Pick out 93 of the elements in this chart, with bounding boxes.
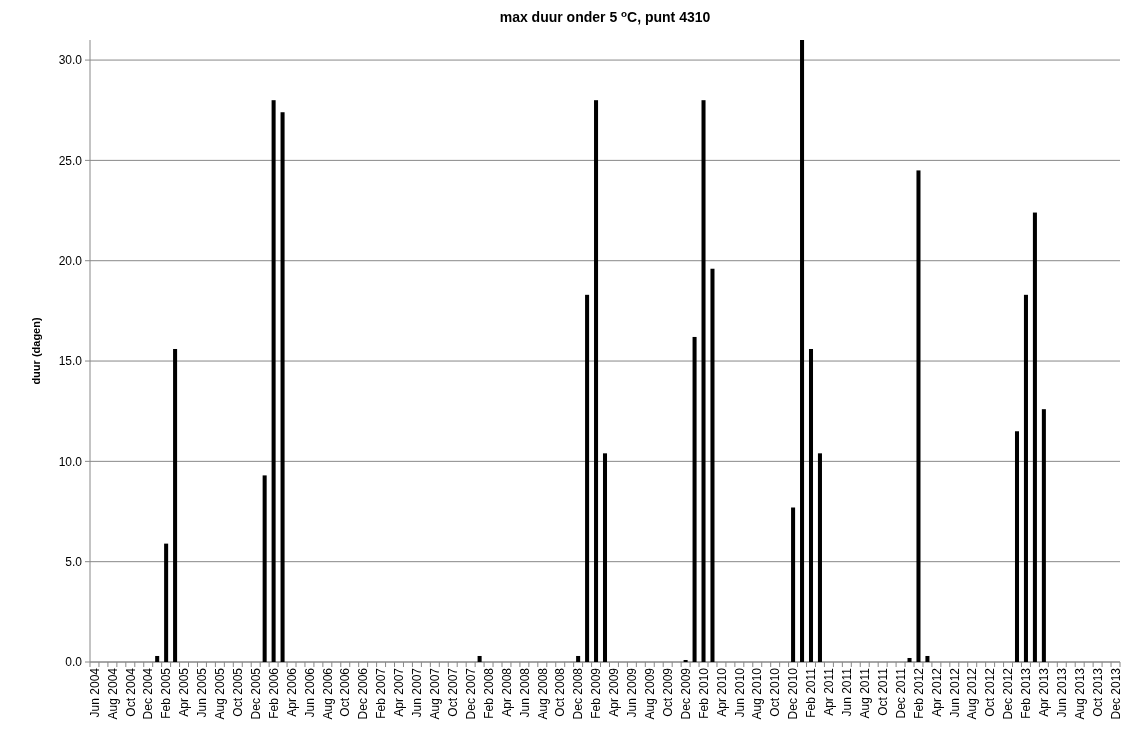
x-tick-label: Apr 2011 <box>822 667 837 716</box>
x-tick-label: Aug 2006 <box>320 667 335 720</box>
bar <box>791 507 796 662</box>
bar <box>602 453 608 662</box>
y-tick-label: 30.0 <box>58 53 83 68</box>
y-tick-label: 10.0 <box>58 454 83 469</box>
y-tick-label: 0.0 <box>65 655 83 670</box>
x-tick-label: Apr 2005 <box>177 667 192 717</box>
x-tick-label: Jun 2004 <box>87 667 102 718</box>
x-tick-label: Apr 2006 <box>284 667 299 717</box>
x-tick-label: Jun 2007 <box>410 667 425 718</box>
x-tick-label: Apr 2013 <box>1037 667 1052 717</box>
bar <box>155 655 160 662</box>
bar <box>692 336 697 662</box>
x-tick-label: Feb 2006 <box>266 667 281 719</box>
bar <box>925 655 930 662</box>
bar <box>271 100 276 662</box>
x-tick-label: Dec 2012 <box>1001 667 1016 720</box>
x-tick-label: Dec 2013 <box>1108 667 1123 720</box>
x-tick-label: Feb 2013 <box>1019 667 1034 719</box>
x-tick-label: Feb 2008 <box>481 667 496 719</box>
bar <box>173 348 178 662</box>
x-tick-label: Oct 2006 <box>338 667 353 717</box>
x-tick-label: Feb 2012 <box>911 667 926 719</box>
x-tick-label: Jun 2008 <box>517 667 532 718</box>
x-tick-label: Jun 2009 <box>625 667 640 718</box>
bar <box>1014 431 1020 662</box>
x-tick-label: Dec 2004 <box>141 667 156 720</box>
y-axis-title: duur (dagen) <box>30 317 42 385</box>
x-tick-label: Jun 2010 <box>732 667 747 718</box>
x-tick-label: Aug 2009 <box>642 667 657 720</box>
x-tick-label: Dec 2006 <box>356 667 371 720</box>
x-tick-label: Dec 2007 <box>463 667 478 720</box>
x-tick-label: Dec 2010 <box>786 667 801 720</box>
x-tick-label: Jun 2011 <box>840 667 855 717</box>
x-tick-label: Oct 2008 <box>553 667 568 717</box>
x-tick-label: Oct 2010 <box>768 667 783 717</box>
x-tick-label: Feb 2010 <box>696 667 711 719</box>
x-tick-label: Aug 2010 <box>750 667 765 720</box>
x-tick-label: Apr 2009 <box>607 667 622 717</box>
bar <box>817 453 822 662</box>
x-tick-label: Feb 2011 <box>804 667 819 718</box>
x-tick-label: Aug 2012 <box>965 667 980 720</box>
x-tick-label: Oct 2013 <box>1090 667 1105 717</box>
x-tick-label: Aug 2007 <box>428 667 443 720</box>
x-tick-label: Jun 2012 <box>947 667 962 718</box>
bar <box>916 170 921 662</box>
x-tick-label: Oct 2009 <box>660 667 675 717</box>
x-tick-label: Aug 2005 <box>213 667 228 720</box>
bar <box>710 268 715 662</box>
bar <box>907 657 912 662</box>
bar <box>1032 212 1037 662</box>
y-tick-label: 20.0 <box>58 253 83 268</box>
bar <box>1023 294 1028 662</box>
bar <box>576 655 581 662</box>
x-tick-label: Oct 2012 <box>983 667 998 717</box>
x-tick-label: Dec 2008 <box>571 667 586 720</box>
x-tick-label: Jun 2013 <box>1054 667 1069 718</box>
x-tick-label: Apr 2012 <box>929 667 944 717</box>
x-tick-label: Aug 2011 <box>857 667 872 719</box>
x-tick-label: Feb 2009 <box>589 667 604 719</box>
bar <box>701 100 706 662</box>
y-tick-label: 15.0 <box>58 354 83 369</box>
bar <box>808 348 814 662</box>
y-tick-label: 25.0 <box>58 153 83 168</box>
x-tick-label: Oct 2011 <box>875 667 890 716</box>
x-tick-label: Apr 2007 <box>392 667 407 717</box>
x-tick-label: Aug 2008 <box>535 667 550 720</box>
x-tick-label: Oct 2007 <box>445 667 460 717</box>
x-tick-label: Oct 2005 <box>230 667 245 717</box>
x-tick-label: Dec 2005 <box>248 667 263 720</box>
bar <box>585 294 590 662</box>
chart-title: max duur onder 5 $^{o}$C, punt 4310 <box>499 7 711 25</box>
bar <box>683 659 688 662</box>
x-tick-label: Aug 2013 <box>1072 667 1087 720</box>
x-tick-label: Apr 2010 <box>714 667 729 717</box>
bar <box>800 40 805 662</box>
x-tick-label: Jun 2006 <box>302 667 317 718</box>
x-tick-label: Feb 2007 <box>374 667 389 719</box>
bar <box>594 100 599 662</box>
x-tick-label: Oct 2004 <box>123 667 138 717</box>
x-tick-label: Feb 2005 <box>159 667 174 719</box>
y-tick-label: 5.0 <box>65 554 83 569</box>
x-tick-label: Apr 2008 <box>499 667 514 717</box>
x-tick-label: Aug 2004 <box>105 667 120 720</box>
x-tick-label: Dec 2009 <box>678 667 693 720</box>
bar <box>164 543 169 662</box>
x-tick-label: Dec 2011 <box>893 667 908 719</box>
bar <box>1041 409 1046 662</box>
x-tick-label: Jun 2005 <box>195 667 210 718</box>
bar <box>477 655 482 662</box>
bar <box>262 475 267 662</box>
bar <box>280 112 285 662</box>
